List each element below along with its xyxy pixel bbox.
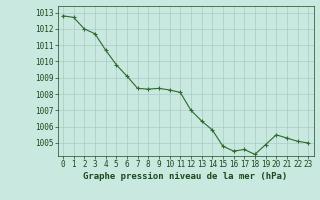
X-axis label: Graphe pression niveau de la mer (hPa): Graphe pression niveau de la mer (hPa) [84, 172, 288, 181]
